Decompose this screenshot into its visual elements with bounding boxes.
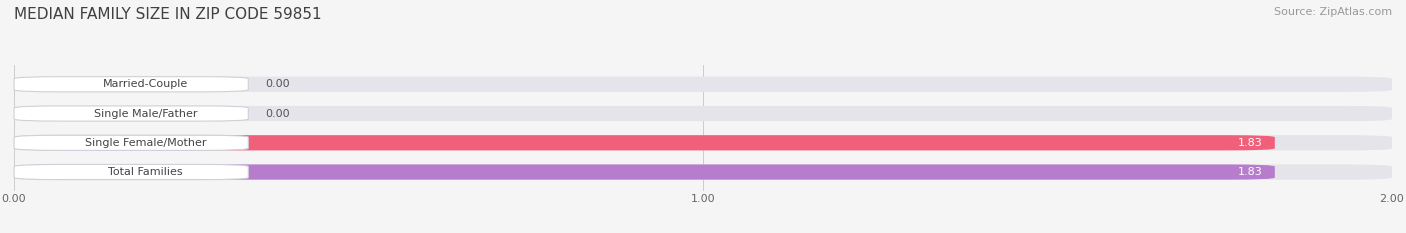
FancyBboxPatch shape — [14, 164, 249, 180]
Text: 1.83: 1.83 — [1237, 138, 1263, 148]
FancyBboxPatch shape — [14, 135, 249, 150]
FancyBboxPatch shape — [14, 106, 249, 121]
FancyBboxPatch shape — [14, 106, 1392, 121]
Text: Married-Couple: Married-Couple — [103, 79, 188, 89]
FancyBboxPatch shape — [14, 164, 1275, 180]
Text: MEDIAN FAMILY SIZE IN ZIP CODE 59851: MEDIAN FAMILY SIZE IN ZIP CODE 59851 — [14, 7, 322, 22]
FancyBboxPatch shape — [14, 164, 1392, 180]
Text: 0.00: 0.00 — [266, 109, 290, 119]
FancyBboxPatch shape — [14, 77, 1392, 92]
Text: 1.83: 1.83 — [1237, 167, 1263, 177]
FancyBboxPatch shape — [14, 135, 1275, 150]
Text: 0.00: 0.00 — [266, 79, 290, 89]
Text: Single Male/Father: Single Male/Father — [94, 109, 197, 119]
Text: Total Families: Total Families — [108, 167, 183, 177]
FancyBboxPatch shape — [14, 77, 249, 92]
Text: Single Female/Mother: Single Female/Mother — [84, 138, 207, 148]
Text: Source: ZipAtlas.com: Source: ZipAtlas.com — [1274, 7, 1392, 17]
FancyBboxPatch shape — [14, 135, 1392, 150]
